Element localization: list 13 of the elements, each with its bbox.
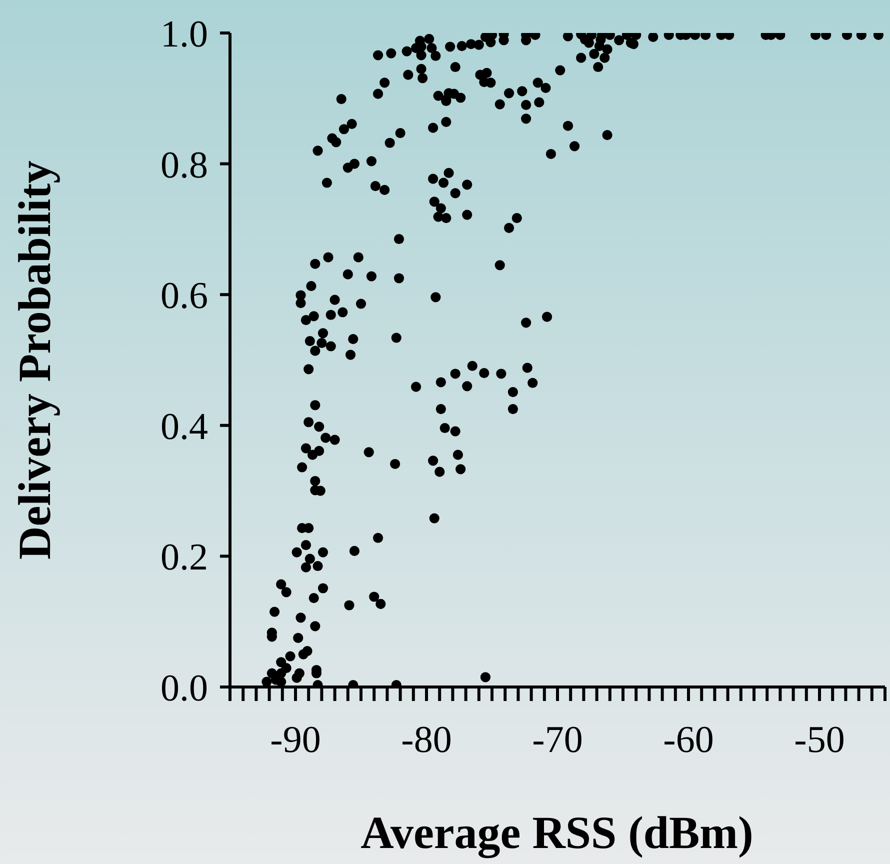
y-tick-label: 1.0 (160, 13, 208, 56)
x-axis-title: Average RSS (dBm) (360, 807, 754, 859)
y-tick-label: 0.2 (160, 536, 208, 579)
y-tick-label: 0.8 (160, 144, 208, 186)
x-tick-label: -90 (270, 718, 321, 761)
x-tick-label: -80 (401, 718, 452, 761)
y-tick-label: 0.0 (160, 667, 208, 710)
x-tick-label: -50 (794, 718, 845, 761)
y-tick-label: 0.6 (160, 275, 208, 318)
y-axis-title: Delivery Probability (9, 160, 60, 560)
x-tick-label: -60 (663, 718, 714, 761)
y-tick-label: 0.4 (160, 406, 208, 448)
x-tick-label: -70 (532, 718, 583, 761)
